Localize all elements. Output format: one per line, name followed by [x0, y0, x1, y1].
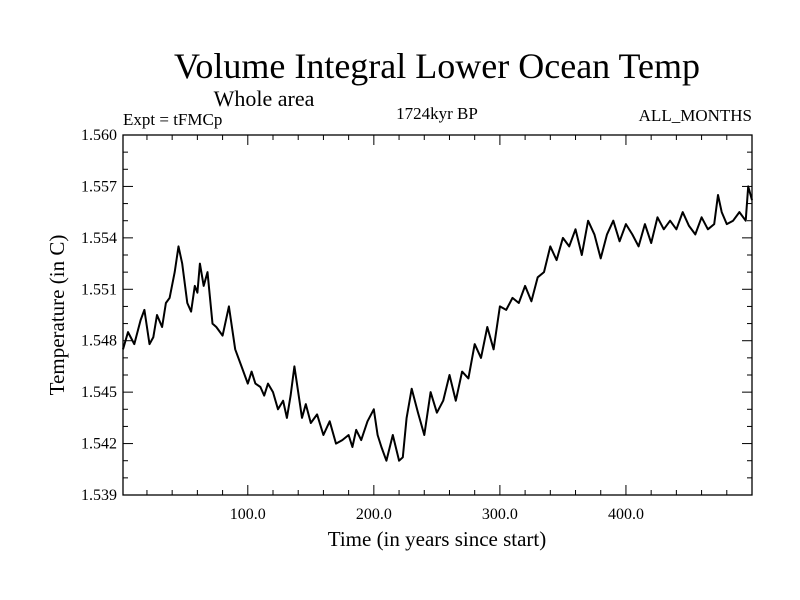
plot-frame [122, 134, 753, 496]
y-tick-label: 1.548 [81, 333, 117, 350]
y-tick-label: 1.551 [81, 281, 117, 298]
x-tick-label: 400.0 [608, 506, 644, 523]
tick-layer: 1.539 1.542 1.545 1.548 1.551 1.554 1.557 1.560… [81, 127, 752, 523]
chart-subtitle: Whole area [214, 86, 315, 111]
y-tick-label: 1.539 [81, 487, 117, 504]
period-label: 1724kyr BP [396, 104, 478, 123]
y-tick-label: 1.560 [81, 127, 117, 144]
experiment-label: Expt = tFMCp [123, 110, 222, 129]
chart-title: Volume Integral Lower Ocean Temp [174, 46, 700, 86]
y-tick-label: 1.557 [81, 178, 117, 195]
x-tick-label: 300.0 [482, 506, 518, 523]
y-axis-label: Temperature (in C) [45, 235, 69, 396]
x-tick-label: 100.0 [230, 506, 266, 523]
months-label: ALL_MONTHS [639, 106, 752, 125]
y-tick-label: 1.545 [81, 384, 117, 401]
temperature-series-line [122, 185, 753, 462]
x-axis-label: Time (in years since start) [328, 527, 547, 551]
y-tick-label: 1.542 [81, 436, 117, 453]
y-tick-label: 1.554 [81, 230, 117, 247]
x-tick-label: 200.0 [356, 506, 392, 523]
